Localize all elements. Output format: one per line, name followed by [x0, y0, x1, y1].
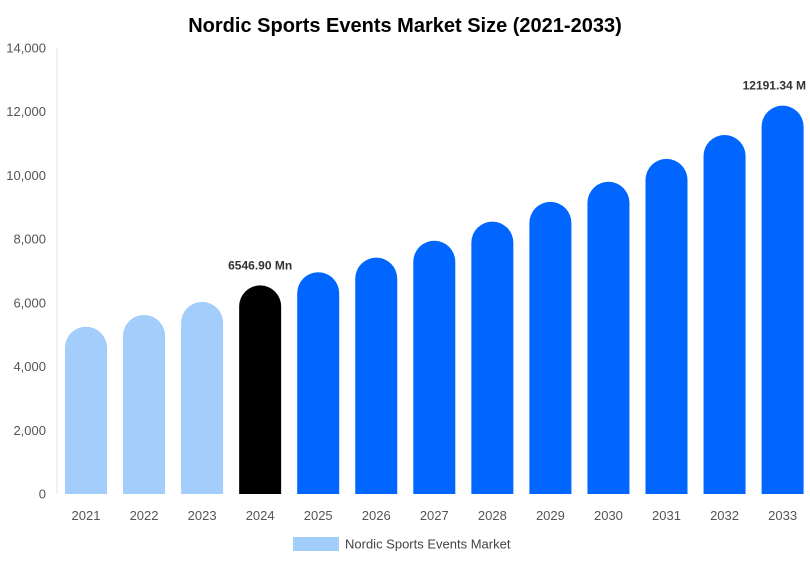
bar-2021[interactable]	[65, 326, 107, 494]
bar-2031[interactable]	[645, 158, 688, 494]
bar-2023[interactable]	[181, 301, 224, 494]
y-tick-label: 2,000	[13, 423, 46, 438]
legend-swatch	[293, 537, 339, 551]
x-tick-label: 2032	[710, 508, 739, 523]
y-tick-label: 14,000	[6, 41, 46, 56]
y-tick-label: 10,000	[6, 168, 46, 183]
y-tick-label: 8,000	[13, 232, 46, 247]
bar-2024[interactable]	[239, 285, 282, 494]
chart-title: Nordic Sports Events Market Size (2021-2…	[188, 15, 622, 37]
data-label-2024: 6546.90 Mn	[228, 258, 292, 272]
x-tick-label: 2024	[246, 508, 275, 523]
y-tick-label: 12,000	[6, 104, 46, 119]
x-tick-label: 2021	[72, 508, 101, 523]
legend[interactable]: Nordic Sports Events Market	[293, 537, 511, 552]
bar-2028[interactable]	[471, 221, 514, 494]
bar-2025[interactable]	[297, 272, 340, 494]
bar-2027[interactable]	[413, 240, 456, 494]
bars	[65, 105, 804, 494]
x-tick-label: 2026	[362, 508, 391, 523]
x-tick-label: 2028	[478, 508, 507, 523]
bar-2029[interactable]	[529, 201, 572, 494]
bar-2030[interactable]	[587, 181, 630, 494]
bar-2022[interactable]	[123, 314, 166, 494]
y-tick-label: 0	[39, 487, 46, 502]
legend-label: Nordic Sports Events Market	[345, 537, 511, 552]
x-tick-label: 2023	[188, 508, 217, 523]
x-tick-label: 2027	[420, 508, 449, 523]
x-tick-label: 2033	[768, 508, 797, 523]
y-axis-ticks: 0 2,000 4,000 6,000 8,000 10,000 12,000 14,000	[6, 41, 46, 502]
bar-2033[interactable]	[761, 105, 804, 494]
x-tick-label: 2030	[594, 508, 623, 523]
data-label-2033: 12191.34 M	[743, 79, 806, 93]
x-axis-ticks: 2021 2022 2023 2024 2025 2026 2027 2028 2029 2030…	[72, 508, 798, 523]
data-labels: 6546.90 Mn 12191.34 M	[228, 79, 806, 273]
x-tick-label: 2031	[652, 508, 681, 523]
x-tick-label: 2029	[536, 508, 565, 523]
y-tick-label: 6,000	[13, 295, 46, 310]
y-tick-label: 4,000	[13, 359, 46, 374]
bar-2026[interactable]	[355, 257, 398, 494]
x-tick-label: 2025	[304, 508, 333, 523]
x-tick-label: 2022	[130, 508, 159, 523]
bar-2032[interactable]	[703, 134, 746, 494]
